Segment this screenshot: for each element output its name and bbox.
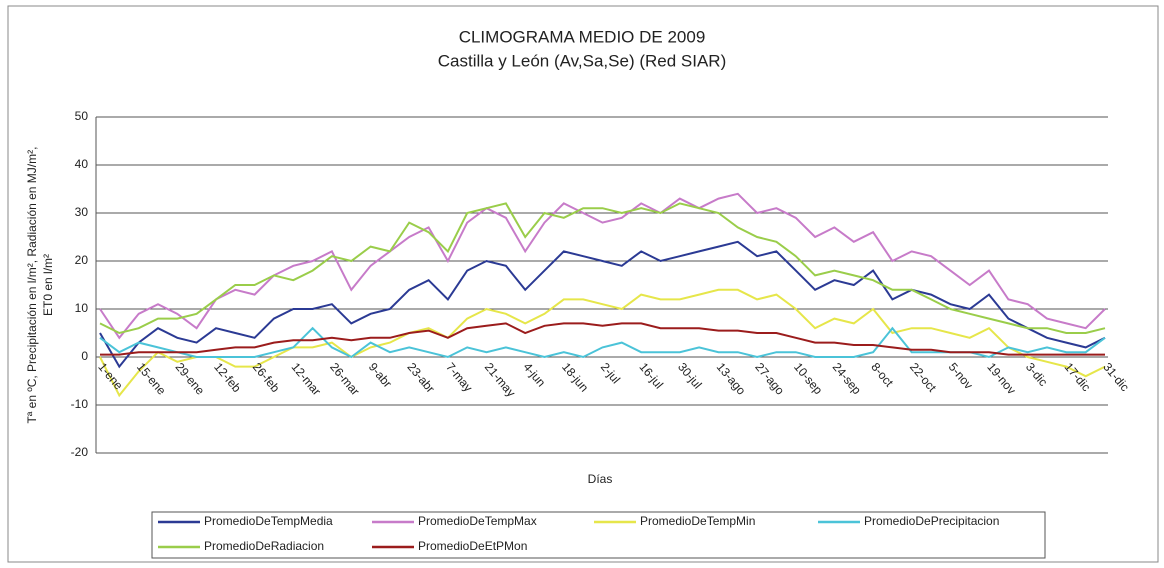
legend-label: PromedioDeTempMedia [204,514,333,528]
y-tick-label: 20 [75,253,89,267]
series-line [100,322,1105,356]
legend-label: PromedioDeEtPMon [418,539,527,553]
legend-label: PromedioDeTempMin [640,514,755,528]
y-tick-label: 10 [75,301,89,315]
series-line [99,192,1106,340]
chart-subtitle: Castilla y León (Av,Sa,Se) (Red SIAR) [438,51,727,70]
legend-frame [151,511,1046,559]
legend-label: PromedioDeRadiacion [204,539,324,553]
chart-frame [7,5,1159,563]
legend-label: PromedioDePrecipitacion [864,514,999,528]
y-tick-label: -10 [71,397,89,411]
series-line [99,202,1106,335]
series-line [99,326,1106,359]
y-tick-label: 40 [75,157,89,171]
x-axis-label: Días [588,472,613,486]
series-line [99,240,1106,369]
y-tick-label: 50 [75,109,89,123]
chart-title: CLIMOGRAMA MEDIO DE 2009 [459,27,706,46]
y-tick-label: -20 [71,445,89,459]
y-axis-label: Tª en ºC, Precipitación en l/m², Radiaci… [25,147,39,424]
y-tick-label: 30 [75,205,89,219]
legend-label: PromedioDeTempMax [418,514,537,528]
series-line [99,288,1106,398]
y-tick-label: 0 [81,349,88,363]
y-axis-label: ET0 en l/m² [41,254,55,316]
